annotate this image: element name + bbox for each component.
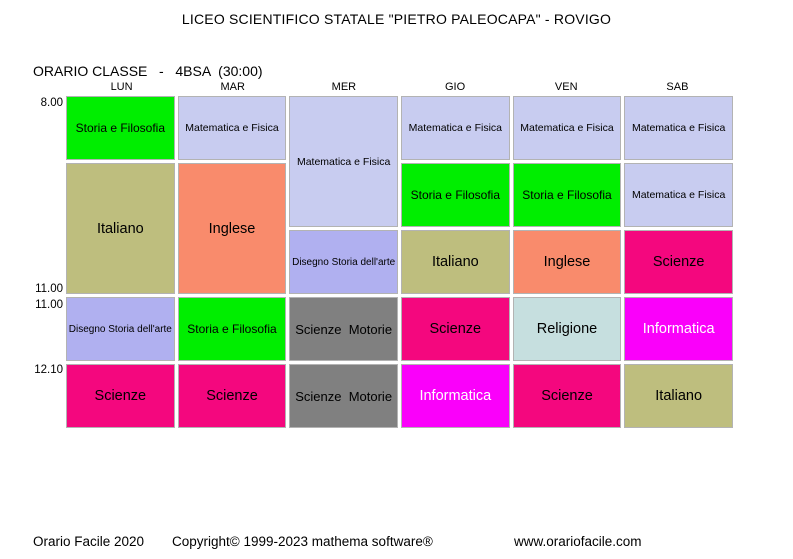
day-header-lun: LUN — [110, 81, 133, 93]
timetable-cell-lun-r4: Disegno Storia dell'arte — [66, 297, 175, 361]
class-schedule-header: ORARIO CLASSE - 4BSA (30:00) — [33, 63, 263, 79]
timetable-cell-sab-r5: Italiano — [624, 364, 733, 428]
timetable-cell-ven-r1: Matematica e Fisica — [512, 96, 622, 160]
day-header-mer: MER — [331, 81, 357, 93]
timetable-cell-sab-r2: Matematica e Fisica — [624, 163, 733, 227]
timetable-cell-gio-r5: Informatica — [400, 364, 510, 428]
timetable-cell-gio-r4: Scienze — [400, 297, 510, 361]
timetable-cell-lun-r1: Storia e Filosofia — [66, 96, 175, 160]
page-title: LICEO SCIENTIFICO STATALE "PIETRO PALEOC… — [181, 11, 612, 27]
timetable-cell-mer-r4: Scienze Motorie — [289, 297, 398, 361]
timetable-cell-sab-r1: Matematica e Fisica — [624, 96, 733, 160]
day-header-sab: SAB — [666, 81, 689, 93]
timetable-cell-mar-r1: Matematica e Fisica — [177, 96, 287, 160]
time-label-1210: 12.10 — [34, 364, 63, 376]
time-label-0800: 8.00 — [40, 97, 63, 109]
timetable-cell-ven-r3: Inglese — [512, 230, 622, 294]
timetable-cell-mer-r3: Disegno Storia dell'arte — [289, 230, 398, 294]
footer: Orario Facile 2020 Copyright© 1999-2023 … — [0, 534, 793, 554]
timetable-cell-lun-r5: Scienze — [66, 364, 175, 428]
footer-website: www.orariofacile.com — [514, 534, 642, 549]
day-header-mar: MAR — [220, 81, 245, 93]
timetable-cell-sab-r4: Informatica — [624, 297, 733, 361]
timetable-cell-gio-r2: Storia e Filosofia — [400, 163, 510, 227]
timetable-cell-gio-r1: Matematica e Fisica — [400, 96, 510, 160]
timetable-cell-ven-r4: Religione — [512, 297, 622, 361]
time-label-1100-start: 11.00 — [35, 299, 63, 311]
timetable-cell-sab-r3: Scienze — [624, 230, 733, 294]
footer-app-name: Orario Facile 2020 — [33, 534, 145, 549]
timetable-grid: Storia e Filosofia Italiano Disegno Storia… — [66, 96, 733, 428]
timetable-cell-mer-r1: Matematica e Fisica — [289, 96, 398, 227]
time-label-1100-end: 11.00 — [35, 283, 63, 295]
timetable-cell-ven-r2: Storia e Filosofia — [512, 163, 622, 227]
timetable-cell-mar-r2: Inglese — [177, 163, 287, 294]
day-header-row: LUN MAR MER GIO VEN SAB — [66, 81, 733, 93]
day-header-ven: VEN — [554, 81, 578, 93]
timetable-cell-gio-r3: Italiano — [400, 230, 510, 294]
timetable-cell-mar-r4: Storia e Filosofia — [177, 297, 287, 361]
footer-copyright: Copyright© 1999-2023 mathema software® — [172, 534, 433, 549]
timetable-cell-mer-r5: Scienze Motorie — [289, 364, 398, 428]
timetable-cell-mar-r5: Scienze — [177, 364, 287, 428]
timetable-cell-ven-r5: Scienze — [512, 364, 622, 428]
day-header-gio: GIO — [444, 81, 466, 93]
timetable-cell-lun-r2: Italiano — [66, 163, 175, 294]
